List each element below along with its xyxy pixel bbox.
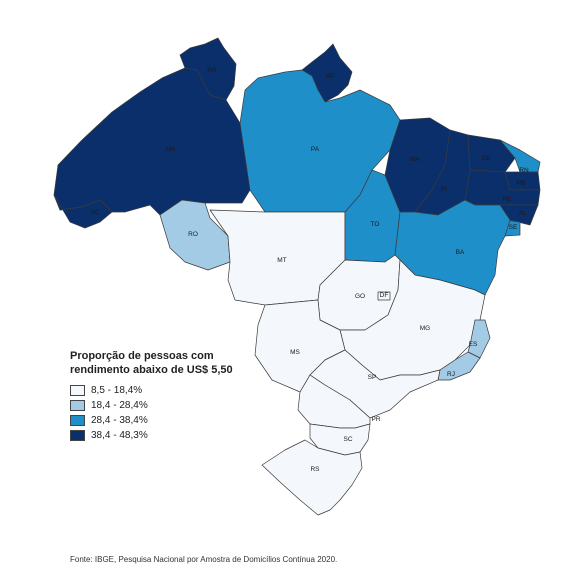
state-label-mg: MG bbox=[420, 325, 430, 332]
state-label-ma: MA bbox=[410, 156, 420, 163]
state-label-rn: RN bbox=[519, 167, 529, 174]
state-label-ro: RO bbox=[188, 231, 198, 238]
state-label-pe: PE bbox=[503, 196, 512, 203]
state-label-pa: PA bbox=[311, 146, 320, 153]
state-label-al: AL bbox=[519, 210, 527, 217]
legend-swatch bbox=[70, 415, 85, 426]
legend-title-line1: Proporção de pessoas com bbox=[70, 350, 214, 362]
state-label-se: SE bbox=[509, 224, 518, 231]
state-rr bbox=[179, 37, 237, 101]
legend-title: Proporção de pessoas com rendimento abai… bbox=[70, 349, 300, 377]
legend-item: 18,4 - 28,4% bbox=[70, 398, 300, 413]
state-label-mt: MT bbox=[277, 257, 286, 264]
legend-swatch bbox=[70, 430, 85, 441]
state-label-rj: RJ bbox=[447, 371, 455, 378]
state-rs bbox=[261, 439, 363, 516]
state-label-es: ES bbox=[469, 341, 478, 348]
state-label-rr: RR bbox=[207, 67, 217, 74]
state-label-ce: CE bbox=[481, 155, 491, 162]
state-label-pi: PI bbox=[441, 186, 447, 193]
legend-item: 28,4 - 38,4% bbox=[70, 413, 300, 428]
legend-label: 38,4 - 48,3% bbox=[91, 430, 148, 441]
state-label-ba: BA bbox=[456, 249, 465, 256]
state-label-go: GO bbox=[355, 293, 365, 300]
state-label-to: TO bbox=[371, 221, 380, 228]
state-label-am: AM bbox=[165, 146, 175, 153]
state-label-sc: SC bbox=[343, 436, 352, 443]
state-label-pb: PB bbox=[517, 180, 526, 187]
state-label-pr: PR bbox=[371, 416, 380, 423]
state-ac bbox=[53, 194, 113, 229]
state-label-df: DF bbox=[380, 292, 389, 299]
legend: Proporção de pessoas com rendimento abai… bbox=[70, 349, 300, 443]
state-rj bbox=[437, 351, 481, 381]
legend-label: 28,4 - 38,4% bbox=[91, 415, 148, 426]
states-layer bbox=[53, 37, 541, 516]
legend-label: 8,5 - 18,4% bbox=[91, 385, 143, 396]
legend-item: 38,4 - 48,3% bbox=[70, 428, 300, 443]
state-label-ap: AP bbox=[326, 73, 335, 80]
state-sc bbox=[309, 423, 371, 456]
state-df bbox=[377, 291, 391, 301]
legend-title-line2: rendimento abaixo de US$ 5,50 bbox=[70, 364, 233, 376]
state-label-rs: RS bbox=[310, 466, 320, 473]
state-ce bbox=[467, 134, 516, 176]
legend-swatch bbox=[70, 385, 85, 396]
state-label-sp: SP bbox=[368, 374, 377, 381]
legend-swatch bbox=[70, 400, 85, 411]
legend-label: 18,4 - 28,4% bbox=[91, 400, 148, 411]
state-label-ms: MS bbox=[290, 349, 300, 356]
legend-item: 8,5 - 18,4% bbox=[70, 383, 300, 398]
source-note: Fonte: IBGE, Pesquisa Nacional por Amost… bbox=[70, 555, 338, 564]
state-label-ac: AC bbox=[90, 209, 99, 216]
